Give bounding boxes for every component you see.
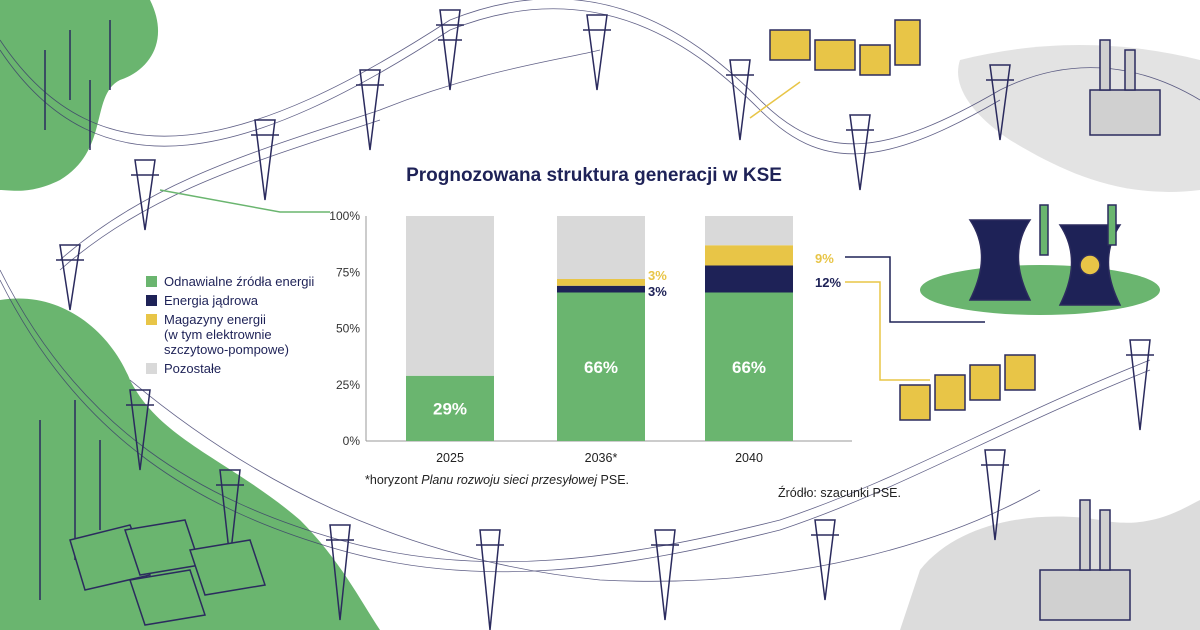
nuclear-plant [968,204,1122,306]
legend-swatch [146,276,157,287]
bar-segment [557,216,645,279]
legend-label: Odnawialne źródła energii [164,274,314,289]
data-label: 12% [815,275,841,290]
legend-swatch [146,295,157,306]
legend-swatch [146,314,157,325]
bar-segment [705,216,793,246]
source-note: Źródło: szacunki PSE. [778,486,901,500]
bar-segment [557,285,645,293]
connector-lines [159,81,985,381]
bar-segment [557,279,645,286]
wind-turbines [39,20,111,600]
energy-storage-containers [769,19,1036,421]
x-tick-label: 2025 [436,451,464,465]
green-hill-top-left [0,0,159,191]
legend-label-line: Energia jądrowa [164,293,258,308]
legend-label-line: szczytowo-pompowe) [164,342,289,357]
bar-segment [705,292,793,441]
legend-label-line: Pozostałe [164,361,222,376]
footnote-prefix: *horyzont [365,473,422,487]
y-tick-label: 50% [336,322,360,336]
data-label: 29% [433,399,467,418]
legend-label: Magazyny energii (w tym elektrownie szczyt… [164,312,289,357]
x-tick-label: 2040 [735,451,763,465]
legend-item: Pozostałe [146,361,314,376]
footnote-italic: Planu rozwoju sieci przesyłowej [421,473,598,487]
y-tick-label: 0% [343,434,361,448]
x-tick-label: 2036* [585,451,618,465]
power-lines [0,0,1200,582]
legend-item: Magazyny energii (w tym elektrownie szczyt… [146,312,314,357]
legend-label-line: Odnawialne źródła energii [164,274,315,289]
pylons [56,9,1154,630]
data-label: 3% [648,284,667,299]
legend-label: Pozostałe [164,361,221,376]
legend-label: Energia jądrowa [164,293,258,308]
y-tick-label: 25% [336,378,360,392]
data-label: 66% [584,358,618,377]
footnote-suffix: PSE. [597,473,630,487]
solar-panels [69,519,266,626]
data-label: 3% [648,268,667,283]
footnote: *horyzont Planu rozwoju sieci przesyłowe… [365,473,629,487]
legend-swatch [146,363,157,374]
y-tick-label: 100% [329,209,360,223]
bar-segment [705,265,793,293]
bar-segment [406,216,494,376]
legend-item: Energia jądrowa [146,293,314,308]
data-label: 9% [815,251,834,266]
bar-segment [705,245,793,266]
data-label: 66% [732,358,766,377]
chart-title: Prognozowana struktura generacji w KSE [406,165,782,186]
legend-label-line: Magazyny energii [164,312,266,327]
y-tick-label: 75% [336,265,360,279]
legend-item: Odnawialne źródła energii [146,274,314,289]
bar-segment [406,375,494,441]
bar-segment [557,292,645,441]
factories [1039,39,1161,621]
chart-legend: Odnawialne źródła energii Energia jądrowa… [146,274,314,380]
legend-label-line: (w tym elektrownie [164,327,272,342]
